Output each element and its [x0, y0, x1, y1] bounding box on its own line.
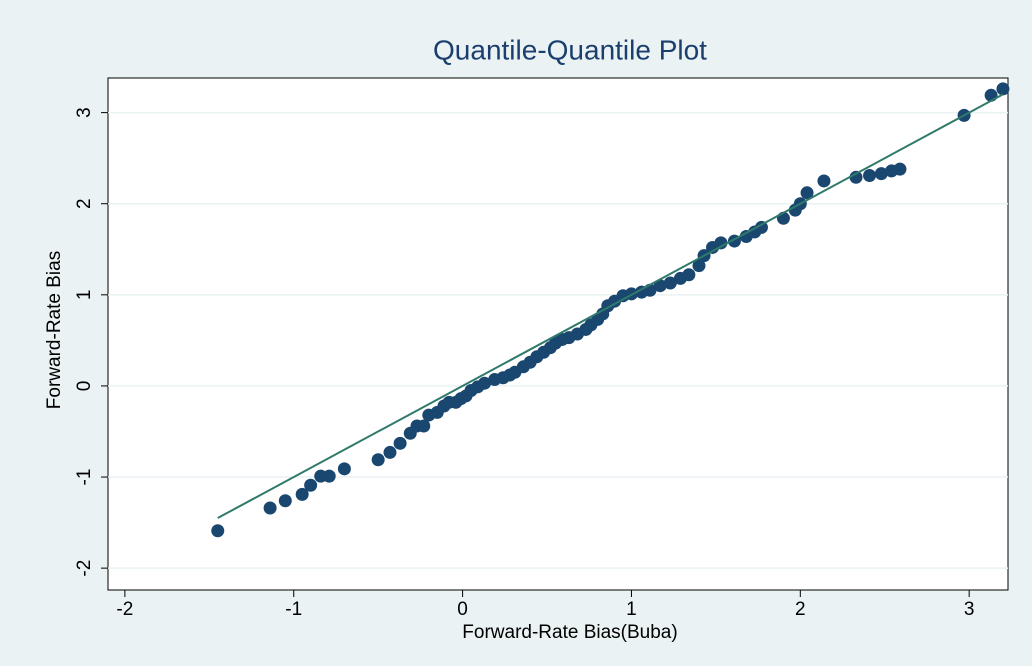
point [800, 186, 814, 200]
point [417, 419, 431, 433]
y-tick-label: 2 [74, 198, 95, 209]
y-tick-label: 0 [74, 381, 95, 392]
y-tick-label: 3 [74, 107, 95, 118]
x-tick-label: 1 [626, 599, 637, 620]
x-tick-label: -2 [116, 599, 133, 620]
point [211, 524, 225, 538]
point [322, 469, 336, 483]
point [663, 276, 677, 290]
point [682, 268, 696, 282]
point [996, 82, 1010, 96]
point [278, 494, 292, 508]
point [893, 162, 907, 176]
x-tick-label: -1 [285, 599, 302, 620]
reference-line [217, 93, 1004, 519]
point [849, 170, 863, 184]
x-axis-title: Forward-Rate Bias(Buba) [462, 622, 677, 643]
y-axis-title: Forward-Rate Bias [44, 251, 65, 409]
y-tick-label: 1 [74, 290, 95, 301]
point [304, 478, 318, 492]
point [295, 487, 309, 501]
chart-title: Quantile-Quantile Plot [433, 34, 707, 65]
point [337, 462, 351, 476]
point [874, 167, 888, 181]
point [754, 220, 768, 234]
point [692, 259, 706, 273]
point [371, 453, 385, 467]
point [714, 236, 728, 250]
point [383, 445, 397, 459]
x-tick-label: 2 [795, 599, 806, 620]
point [478, 376, 492, 390]
y-tick-label: -2 [74, 560, 95, 577]
x-tick-label: 3 [964, 599, 975, 620]
point [393, 436, 407, 450]
point [653, 279, 667, 293]
point [817, 174, 831, 188]
x-tick-label: 0 [457, 599, 468, 620]
point [863, 168, 877, 182]
y-tick-label: -1 [74, 469, 95, 486]
point [263, 501, 277, 515]
